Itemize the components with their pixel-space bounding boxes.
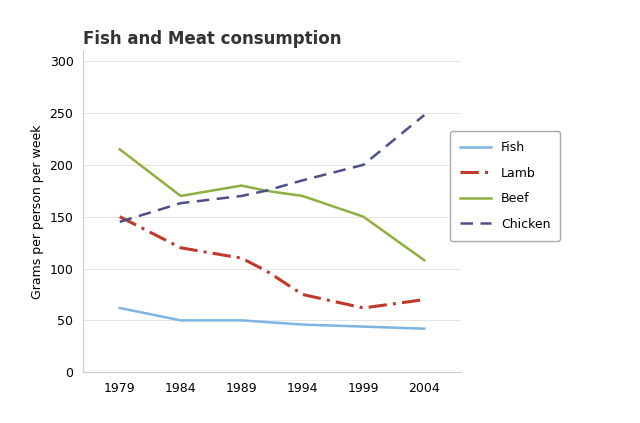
Lamb: [237, 255, 245, 261]
Legend: Fish, Lamb, Beef, Chicken: Fish, Lamb, Beef, Chicken: [449, 131, 560, 241]
Chicken: [116, 220, 124, 225]
Fish: [360, 324, 367, 329]
Lamb: [299, 292, 307, 297]
Y-axis label: Grams per person per week: Grams per person per week: [31, 124, 44, 299]
Line: Fish: Fish: [120, 308, 424, 329]
Beef: [177, 193, 184, 198]
Lamb: [177, 245, 184, 250]
Fish: [177, 318, 184, 323]
Beef: [299, 193, 307, 198]
Chicken: [177, 201, 184, 206]
Fish: [420, 326, 428, 331]
Fish: [237, 318, 245, 323]
Beef: [420, 258, 428, 263]
Lamb: [116, 214, 124, 219]
Text: ·: ·: [0, 412, 4, 423]
Lamb: [262, 268, 269, 273]
Line: Beef: Beef: [120, 149, 424, 260]
Beef: [262, 188, 269, 193]
Line: Chicken: Chicken: [120, 115, 424, 222]
Line: Lamb: Lamb: [120, 217, 424, 308]
Lamb: [360, 305, 367, 310]
Lamb: [420, 297, 428, 302]
Fish: [299, 322, 307, 327]
Beef: [237, 183, 245, 188]
Chicken: [420, 113, 428, 118]
Chicken: [299, 178, 307, 183]
Chicken: [237, 193, 245, 198]
Beef: [116, 147, 124, 152]
Chicken: [262, 188, 269, 193]
Fish: [116, 305, 124, 310]
Text: Fish and Meat consumption: Fish and Meat consumption: [83, 30, 342, 48]
Beef: [360, 214, 367, 219]
Chicken: [360, 162, 367, 168]
